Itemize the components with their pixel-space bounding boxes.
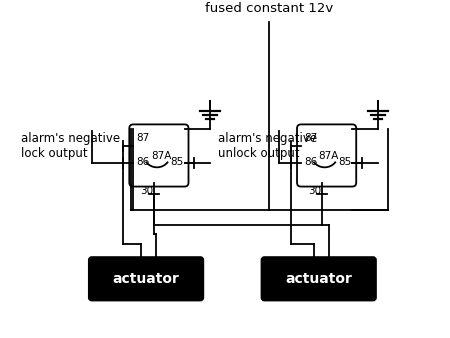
Text: 86: 86 <box>136 158 149 167</box>
Text: 85: 85 <box>338 158 352 167</box>
Text: fused constant 12v: fused constant 12v <box>205 2 333 16</box>
Text: 30: 30 <box>140 187 153 196</box>
Text: actuator: actuator <box>112 272 180 286</box>
Text: 86: 86 <box>304 158 317 167</box>
Text: alarm's negative
unlock output: alarm's negative unlock output <box>218 131 317 160</box>
Text: 85: 85 <box>171 158 184 167</box>
Text: 87A: 87A <box>319 151 339 162</box>
Text: 87: 87 <box>136 132 149 143</box>
FancyBboxPatch shape <box>89 257 203 300</box>
Text: 87A: 87A <box>151 151 171 162</box>
FancyBboxPatch shape <box>297 124 356 187</box>
FancyBboxPatch shape <box>261 257 376 300</box>
Text: actuator: actuator <box>285 272 352 286</box>
Text: 87: 87 <box>304 132 317 143</box>
Text: alarm's negative
lock output: alarm's negative lock output <box>21 131 120 160</box>
FancyBboxPatch shape <box>129 124 189 187</box>
Text: 30: 30 <box>308 187 321 196</box>
